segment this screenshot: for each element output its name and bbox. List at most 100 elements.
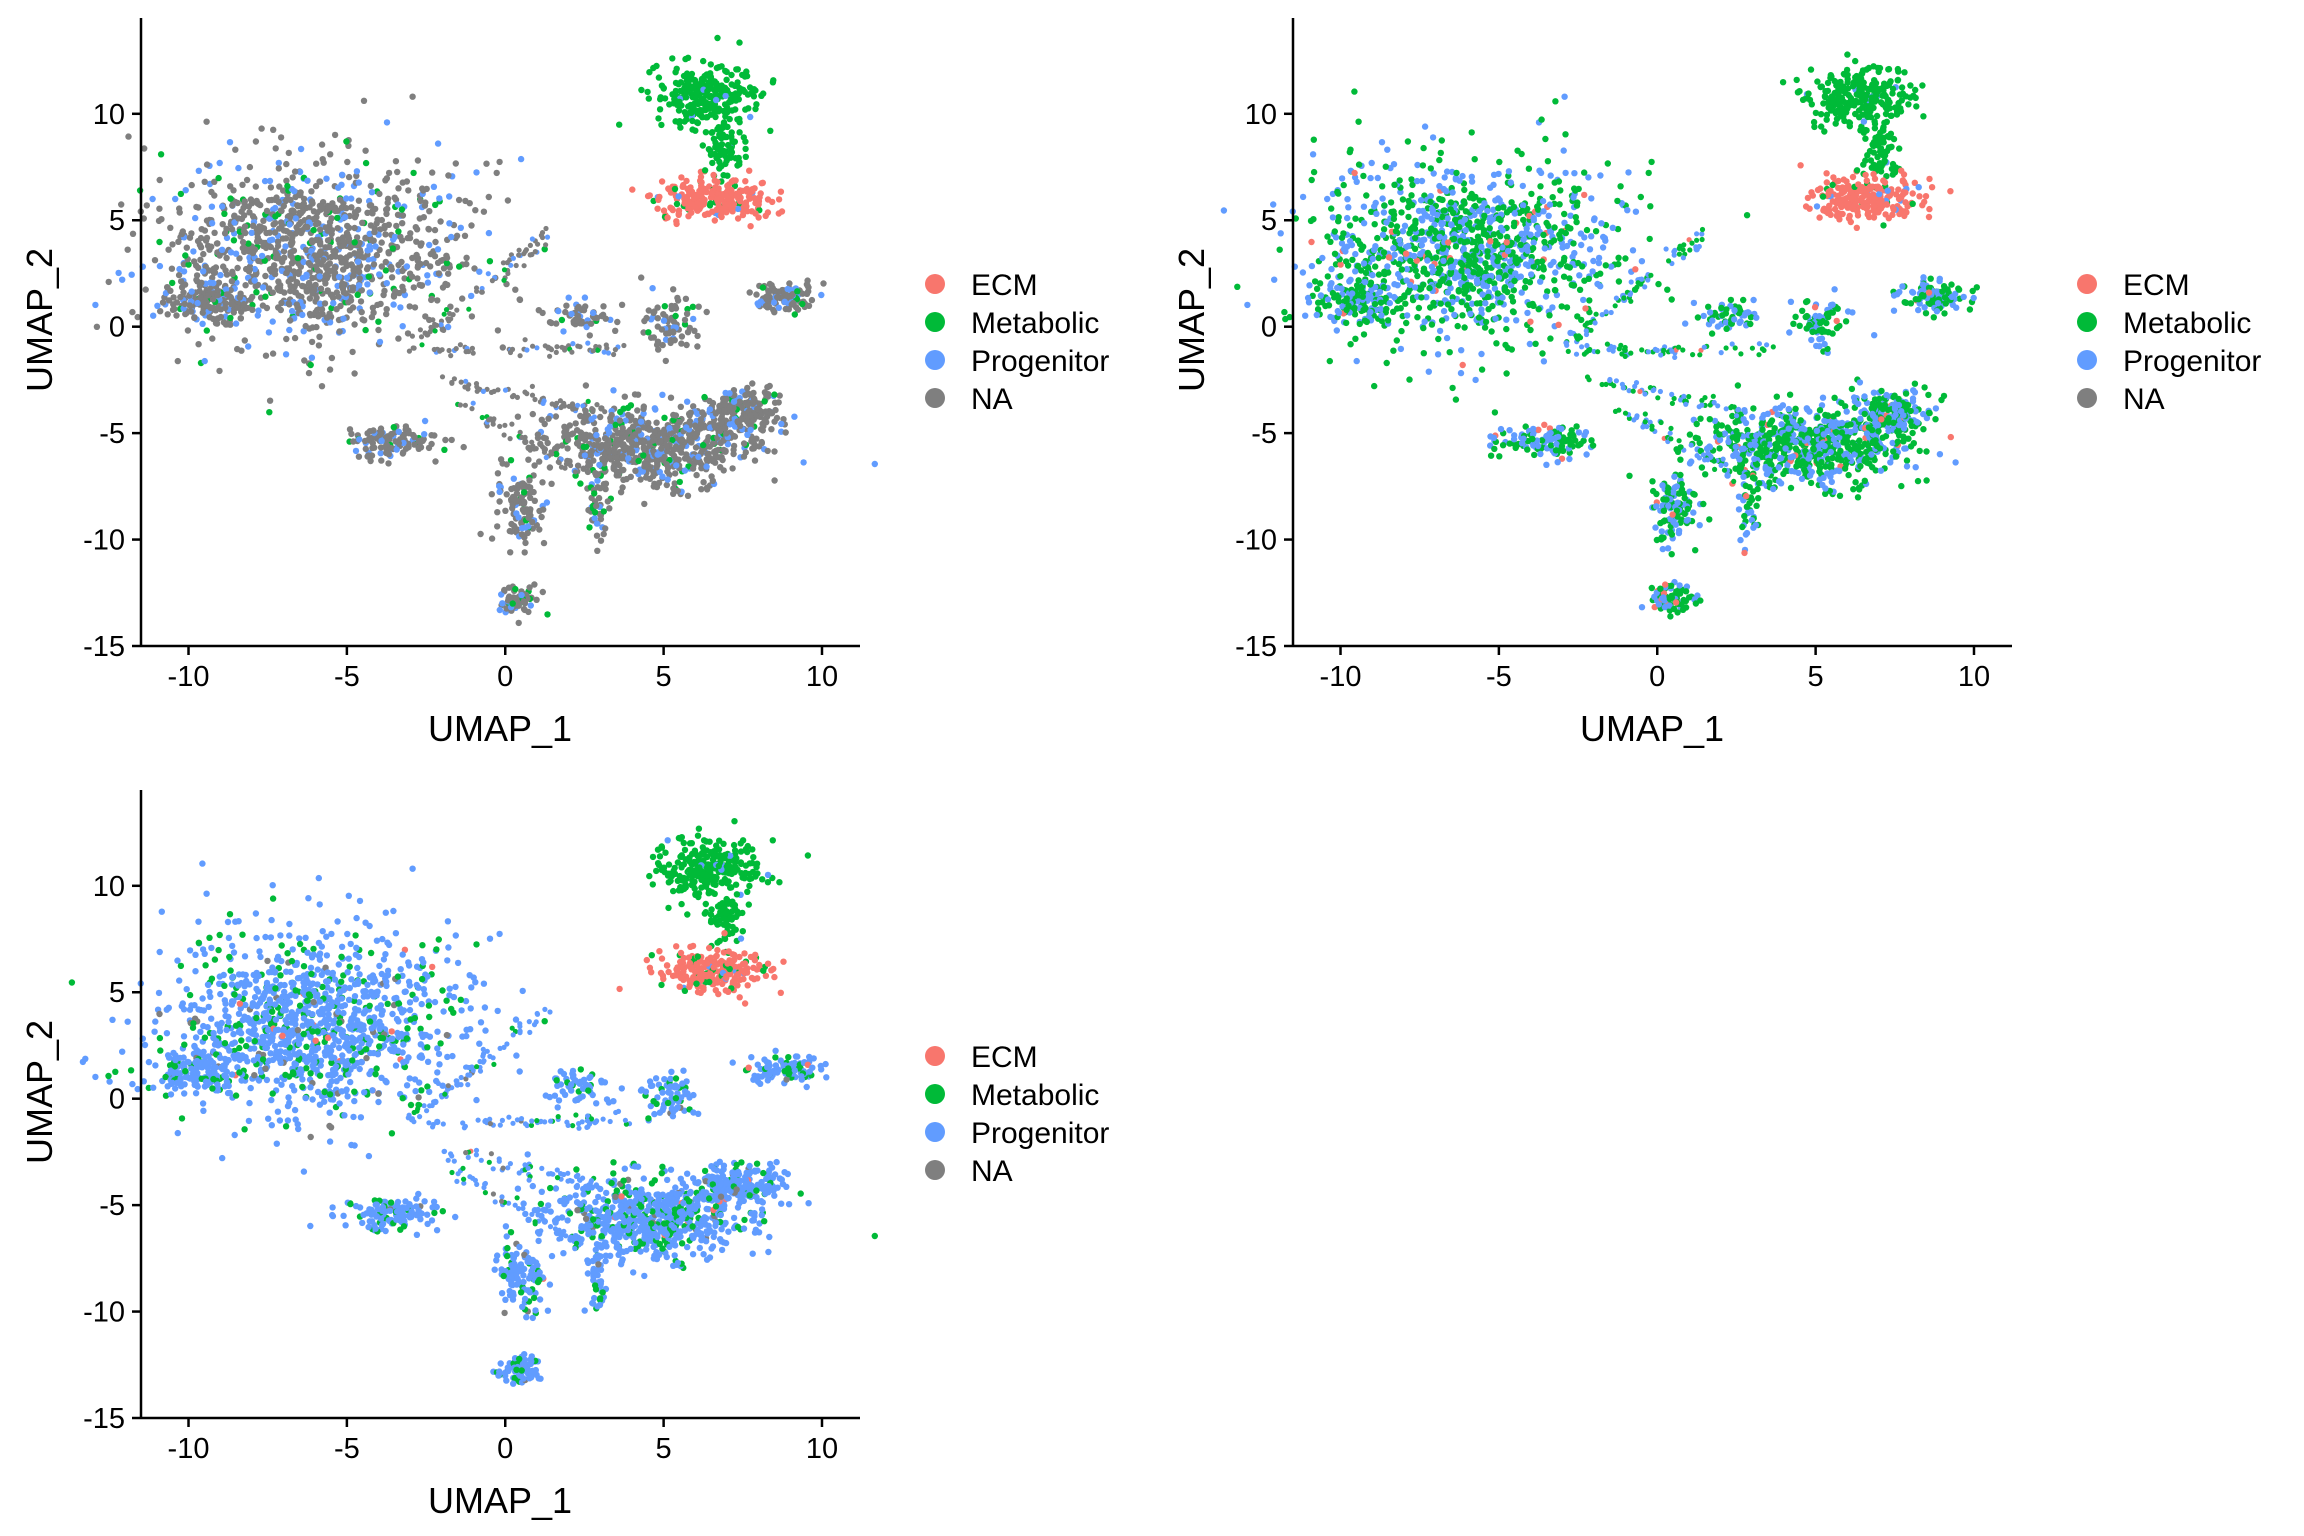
point-na bbox=[597, 537, 605, 544]
point-na bbox=[124, 246, 131, 253]
point-na bbox=[212, 264, 220, 271]
point-na bbox=[209, 335, 216, 342]
point-metabolic bbox=[1450, 235, 1458, 243]
point-ecm bbox=[739, 211, 747, 219]
point-progenitor bbox=[156, 262, 164, 270]
point-na bbox=[494, 523, 501, 530]
point-na bbox=[758, 438, 765, 446]
point-metabolic bbox=[558, 316, 566, 324]
point-na bbox=[603, 342, 609, 348]
point-progenitor bbox=[1313, 311, 1321, 319]
point-na bbox=[452, 160, 459, 167]
point-progenitor bbox=[1380, 209, 1388, 216]
point-metabolic bbox=[362, 159, 370, 167]
point-na bbox=[183, 309, 190, 317]
point-na bbox=[252, 138, 260, 145]
point-na bbox=[357, 298, 365, 305]
point-na bbox=[374, 301, 381, 309]
point-metabolic bbox=[1347, 341, 1354, 348]
point-metabolic bbox=[1382, 163, 1390, 170]
point-na bbox=[678, 340, 685, 347]
point-metabolic bbox=[1335, 218, 1342, 225]
point-na bbox=[422, 313, 429, 320]
point-progenitor bbox=[1534, 224, 1541, 231]
point-na bbox=[377, 425, 385, 432]
point-na bbox=[164, 284, 171, 291]
point-na bbox=[417, 197, 424, 205]
point-na bbox=[729, 410, 736, 417]
point-metabolic bbox=[1420, 324, 1427, 332]
point-na bbox=[105, 278, 112, 286]
point-na bbox=[367, 202, 375, 209]
point-na bbox=[515, 619, 522, 627]
point-progenitor bbox=[1428, 215, 1435, 223]
point-na bbox=[262, 272, 269, 280]
point-na bbox=[125, 133, 132, 140]
point-progenitor bbox=[1449, 189, 1456, 196]
point-progenitor bbox=[258, 252, 266, 260]
point-metabolic bbox=[1481, 212, 1488, 219]
point-na bbox=[485, 193, 492, 201]
point-na bbox=[449, 380, 455, 386]
point-progenitor bbox=[1434, 351, 1442, 358]
point-metabolic bbox=[685, 78, 692, 86]
point-na bbox=[553, 320, 560, 327]
point-progenitor bbox=[1512, 270, 1519, 277]
point-na bbox=[267, 184, 275, 191]
point-na bbox=[378, 457, 385, 464]
point-metabolic bbox=[501, 267, 508, 273]
point-na bbox=[471, 265, 478, 272]
point-ecm bbox=[711, 177, 718, 184]
point-metabolic bbox=[1510, 222, 1518, 230]
point-na bbox=[249, 222, 257, 229]
point-metabolic bbox=[1414, 314, 1421, 321]
point-na bbox=[205, 292, 212, 299]
point-progenitor bbox=[1444, 215, 1451, 222]
point-progenitor bbox=[1534, 231, 1541, 238]
point-na bbox=[489, 278, 495, 284]
point-na bbox=[143, 202, 150, 209]
point-ecm bbox=[701, 211, 709, 218]
point-na bbox=[265, 197, 273, 204]
point-na bbox=[509, 394, 516, 400]
point-na bbox=[540, 539, 548, 547]
point-na bbox=[402, 423, 410, 430]
point-na bbox=[362, 445, 369, 453]
point-metabolic bbox=[688, 109, 695, 117]
point-metabolic bbox=[1557, 187, 1564, 194]
point-progenitor bbox=[575, 402, 581, 408]
point-progenitor bbox=[444, 323, 452, 331]
point-progenitor bbox=[1590, 216, 1598, 224]
point-progenitor bbox=[1371, 203, 1378, 210]
point-na bbox=[477, 530, 484, 538]
point-metabolic bbox=[1510, 308, 1517, 316]
point-na bbox=[263, 304, 271, 312]
point-metabolic bbox=[221, 210, 228, 217]
point-metabolic bbox=[1552, 287, 1559, 294]
point-metabolic bbox=[1495, 215, 1503, 222]
point-progenitor bbox=[541, 398, 547, 404]
point-metabolic bbox=[1525, 165, 1533, 172]
point-na bbox=[227, 300, 235, 308]
point-progenitor bbox=[800, 459, 807, 466]
point-na bbox=[360, 97, 368, 105]
point-na bbox=[177, 278, 185, 285]
point-progenitor bbox=[1597, 172, 1604, 179]
point-na bbox=[442, 436, 449, 444]
point-na bbox=[413, 238, 420, 245]
point-na bbox=[553, 349, 559, 355]
point-na bbox=[332, 264, 339, 271]
point-na bbox=[594, 471, 601, 478]
point-metabolic bbox=[580, 443, 587, 451]
point-metabolic bbox=[1447, 199, 1455, 206]
point-na bbox=[323, 264, 330, 272]
point-na bbox=[654, 315, 661, 322]
point-metabolic bbox=[1420, 144, 1427, 152]
point-metabolic bbox=[1391, 181, 1398, 188]
point-na bbox=[196, 241, 204, 249]
point-na bbox=[271, 229, 279, 236]
point-metabolic bbox=[724, 154, 731, 162]
point-progenitor bbox=[485, 271, 491, 277]
point-na bbox=[491, 416, 497, 422]
